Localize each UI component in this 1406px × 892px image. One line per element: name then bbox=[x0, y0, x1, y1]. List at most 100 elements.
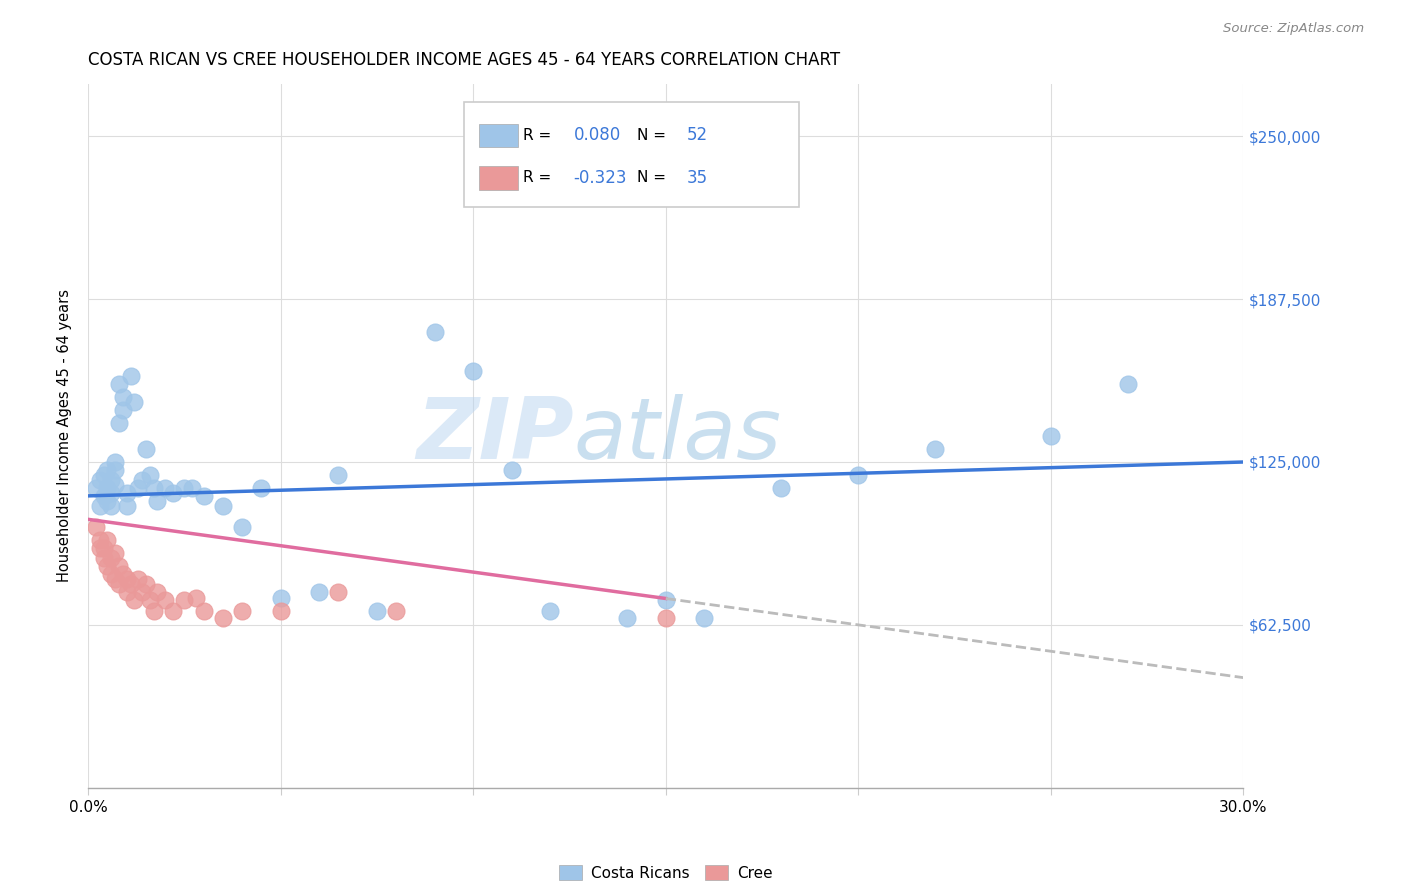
Point bbox=[96, 463, 118, 477]
Text: -0.323: -0.323 bbox=[574, 169, 627, 186]
Point bbox=[111, 390, 134, 404]
Point bbox=[100, 551, 122, 566]
Point bbox=[115, 572, 138, 586]
Point bbox=[89, 541, 111, 555]
Point bbox=[693, 611, 716, 625]
Point bbox=[173, 593, 195, 607]
Text: ZIP: ZIP bbox=[416, 394, 574, 477]
Point bbox=[142, 481, 165, 495]
Text: Source: ZipAtlas.com: Source: ZipAtlas.com bbox=[1223, 22, 1364, 36]
Text: COSTA RICAN VS CREE HOUSEHOLDER INCOME AGES 45 - 64 YEARS CORRELATION CHART: COSTA RICAN VS CREE HOUSEHOLDER INCOME A… bbox=[89, 51, 841, 69]
Point bbox=[385, 603, 408, 617]
Point bbox=[120, 369, 142, 384]
Point bbox=[1039, 429, 1062, 443]
Point bbox=[89, 533, 111, 548]
Point bbox=[193, 489, 215, 503]
Text: 0.080: 0.080 bbox=[574, 127, 620, 145]
Point bbox=[104, 455, 127, 469]
Point bbox=[655, 593, 678, 607]
Point bbox=[115, 585, 138, 599]
Point bbox=[127, 481, 149, 495]
Point bbox=[104, 463, 127, 477]
Point bbox=[93, 551, 115, 566]
Point bbox=[139, 593, 162, 607]
Point bbox=[616, 611, 638, 625]
Point bbox=[93, 489, 115, 503]
Point bbox=[84, 481, 107, 495]
Legend: Costa Ricans, Cree: Costa Ricans, Cree bbox=[553, 859, 779, 887]
Point bbox=[100, 567, 122, 582]
Point bbox=[120, 577, 142, 591]
Point bbox=[146, 494, 169, 508]
Point bbox=[89, 500, 111, 514]
Point bbox=[135, 577, 157, 591]
Point bbox=[270, 603, 292, 617]
Point bbox=[924, 442, 946, 456]
Point bbox=[538, 603, 561, 617]
FancyBboxPatch shape bbox=[478, 166, 517, 190]
Point bbox=[96, 481, 118, 495]
Point bbox=[96, 494, 118, 508]
Point bbox=[139, 468, 162, 483]
FancyBboxPatch shape bbox=[478, 123, 517, 147]
Y-axis label: Householder Income Ages 45 - 64 years: Householder Income Ages 45 - 64 years bbox=[58, 289, 72, 582]
Point bbox=[100, 473, 122, 487]
FancyBboxPatch shape bbox=[464, 102, 799, 207]
Point bbox=[96, 533, 118, 548]
Point bbox=[111, 403, 134, 417]
Point bbox=[124, 395, 146, 409]
Point bbox=[104, 572, 127, 586]
Point bbox=[212, 611, 235, 625]
Point bbox=[162, 603, 184, 617]
Point bbox=[366, 603, 388, 617]
Point bbox=[100, 486, 122, 500]
Point bbox=[501, 463, 523, 477]
Point bbox=[93, 541, 115, 555]
Point bbox=[142, 603, 165, 617]
Point bbox=[1116, 376, 1139, 391]
Point bbox=[231, 520, 253, 534]
Text: R =: R = bbox=[523, 128, 555, 143]
Text: atlas: atlas bbox=[574, 394, 782, 477]
Point bbox=[124, 593, 146, 607]
Point bbox=[131, 585, 153, 599]
Point bbox=[115, 486, 138, 500]
Point bbox=[108, 559, 131, 574]
Text: N =: N = bbox=[637, 128, 671, 143]
Point bbox=[328, 468, 350, 483]
Point bbox=[270, 591, 292, 605]
Point bbox=[463, 364, 485, 378]
Point bbox=[423, 325, 446, 339]
Point bbox=[111, 567, 134, 582]
Point bbox=[212, 500, 235, 514]
Point bbox=[104, 546, 127, 560]
Point bbox=[127, 572, 149, 586]
Point bbox=[108, 577, 131, 591]
Point bbox=[193, 603, 215, 617]
Point bbox=[135, 442, 157, 456]
Point bbox=[146, 585, 169, 599]
Point bbox=[184, 591, 207, 605]
Point bbox=[173, 481, 195, 495]
Point bbox=[655, 611, 678, 625]
Point bbox=[89, 473, 111, 487]
Point bbox=[181, 481, 204, 495]
Point bbox=[100, 500, 122, 514]
Text: N =: N = bbox=[637, 170, 671, 186]
Point bbox=[108, 376, 131, 391]
Text: 52: 52 bbox=[686, 127, 707, 145]
Point bbox=[231, 603, 253, 617]
Point bbox=[250, 481, 273, 495]
Point bbox=[131, 473, 153, 487]
Point bbox=[115, 500, 138, 514]
Point bbox=[104, 478, 127, 492]
Point bbox=[328, 585, 350, 599]
Point bbox=[108, 416, 131, 430]
Text: R =: R = bbox=[523, 170, 555, 186]
Point bbox=[93, 468, 115, 483]
Point bbox=[84, 520, 107, 534]
Point bbox=[770, 481, 793, 495]
Text: 35: 35 bbox=[686, 169, 707, 186]
Point bbox=[153, 481, 176, 495]
Point bbox=[308, 585, 330, 599]
